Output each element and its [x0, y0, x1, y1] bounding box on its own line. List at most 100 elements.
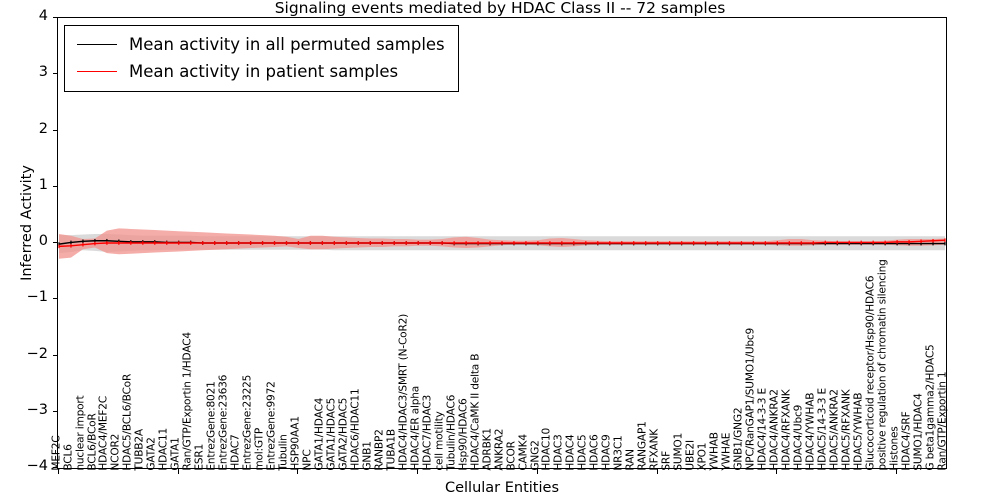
- y-tick-mark: [53, 354, 58, 356]
- data-point-marker: [297, 241, 300, 245]
- data-point-marker: [58, 244, 60, 249]
- data-point-marker: [537, 241, 539, 245]
- data-point-marker: [776, 241, 778, 245]
- data-point-marker: [202, 241, 204, 245]
- data-point-marker: [525, 241, 527, 245]
- data-point-marker: [920, 239, 922, 244]
- data-point-marker: [908, 240, 910, 244]
- data-point-marker: [836, 240, 838, 245]
- data-point-marker: [106, 238, 108, 243]
- data-point-marker: [453, 241, 455, 245]
- data-point-marker: [477, 241, 479, 245]
- data-point-marker: [261, 241, 264, 245]
- data-point-marker: [692, 241, 695, 245]
- data-point-marker: [513, 241, 515, 245]
- data-point-marker: [932, 241, 934, 246]
- y-tick-mark: [53, 410, 58, 412]
- x-tick-mark: [58, 469, 59, 474]
- data-point-marker: [142, 241, 144, 245]
- data-point-marker: [932, 238, 934, 243]
- data-point-marker: [788, 241, 790, 245]
- data-point-marker: [860, 240, 862, 245]
- data-point-marker: [609, 241, 611, 245]
- legend-label-permuted: Mean activity in all permuted samples: [129, 35, 445, 54]
- data-point-marker: [309, 241, 312, 245]
- data-point-marker: [118, 241, 120, 245]
- y-tick-mark: [53, 242, 58, 243]
- data-point-marker: [501, 241, 503, 245]
- x-axis-title: Cellular Entities: [444, 480, 560, 496]
- y-tick-label: 0: [38, 233, 48, 249]
- data-point-marker: [429, 241, 431, 245]
- data-point-marker: [561, 241, 563, 245]
- data-point-marker: [752, 241, 755, 245]
- data-point-marker: [848, 240, 850, 245]
- data-point-marker: [178, 241, 180, 245]
- data-point-marker: [872, 240, 874, 245]
- data-point-marker: [58, 242, 60, 246]
- data-point-marker: [944, 238, 946, 242]
- data-point-marker: [417, 241, 419, 245]
- data-point-marker: [704, 241, 707, 245]
- data-point-marker: [728, 241, 731, 245]
- data-point-marker: [381, 241, 383, 245]
- y-tick-label: −1: [26, 289, 48, 306]
- data-point-marker: [285, 241, 288, 245]
- data-point-marker: [680, 241, 683, 245]
- data-point-marker: [824, 240, 826, 245]
- y-tick-mark: [53, 467, 58, 468]
- data-point-marker: [70, 244, 72, 248]
- data-point-marker: [633, 241, 635, 245]
- plot-svg: [58, 228, 946, 259]
- data-point-marker: [489, 241, 491, 245]
- data-point-marker: [716, 241, 719, 245]
- data-point-marker: [333, 241, 335, 245]
- data-point-marker: [812, 241, 814, 245]
- data-point-marker: [82, 242, 84, 247]
- data-point-marker: [944, 241, 946, 246]
- x-tick-mark: [896, 469, 898, 474]
- x-tick-mark: [297, 469, 299, 474]
- data-point-marker: [106, 241, 108, 245]
- y-tick-label: 3: [38, 64, 48, 81]
- data-point-marker: [226, 241, 228, 245]
- y-tick-label: 4: [38, 8, 48, 24]
- legend-line-swatch-patient: [77, 71, 117, 72]
- y-tick-mark: [53, 17, 58, 18]
- data-point-marker: [740, 241, 743, 245]
- data-point-marker: [345, 241, 347, 245]
- data-point-marker: [645, 241, 647, 245]
- data-point-marker: [884, 240, 886, 245]
- y-tick-mark: [53, 129, 58, 131]
- data-point-marker: [621, 241, 623, 245]
- data-point-marker: [669, 241, 671, 245]
- y-tick-label: −3: [26, 401, 48, 418]
- data-point-marker: [764, 241, 767, 245]
- x-tick-mark: [536, 469, 538, 474]
- data-point-marker: [94, 241, 96, 246]
- data-point-marker: [166, 241, 168, 245]
- data-point-marker: [214, 241, 216, 245]
- y-tick-mark: [53, 298, 58, 300]
- y-tick-label: −4: [26, 458, 48, 474]
- plot-area: [57, 17, 947, 469]
- x-tick-mark: [417, 469, 419, 474]
- data-point-marker: [82, 239, 84, 244]
- data-point-marker: [94, 238, 96, 243]
- data-point-marker: [657, 241, 659, 245]
- x-tick-mark: [656, 469, 658, 474]
- data-point-marker: [549, 241, 551, 245]
- data-point-marker: [920, 241, 922, 246]
- legend-item-permuted: Mean activity in all permuted samples: [72, 31, 445, 58]
- data-point-marker: [190, 241, 192, 245]
- x-tick-mark: [776, 469, 778, 474]
- legend-line-swatch-permuted: [77, 44, 117, 45]
- data-point-marker: [896, 240, 898, 244]
- legend-label-patient: Mean activity in patient samples: [129, 62, 399, 81]
- y-tick-mark: [53, 73, 58, 75]
- patient-markers: [58, 238, 946, 249]
- x-tick-mark: [177, 469, 179, 474]
- data-point-marker: [585, 241, 587, 245]
- chart-title: Signaling events mediated by HDAC Class …: [274, 0, 726, 17]
- data-point-marker: [597, 241, 599, 245]
